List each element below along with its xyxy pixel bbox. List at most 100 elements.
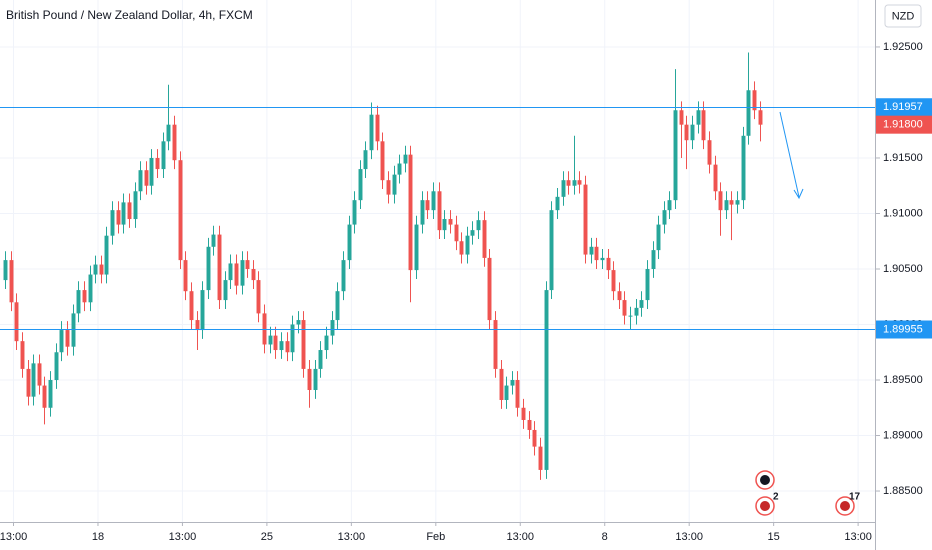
candle-body	[88, 274, 93, 303]
currency-box[interactable]	[884, 4, 922, 28]
candle-body	[172, 124, 177, 161]
candle-body	[313, 368, 318, 391]
candle-body	[116, 210, 121, 225]
candle-body	[301, 320, 306, 369]
candle-body	[369, 114, 374, 151]
candle-body	[662, 210, 667, 225]
candle-body	[408, 154, 413, 271]
candle-body	[499, 368, 504, 400]
candle-body	[515, 380, 520, 408]
candle-body	[392, 174, 397, 195]
candle-body	[617, 291, 622, 301]
candle-body	[482, 220, 487, 258]
candle-body	[133, 191, 138, 220]
candle-body	[341, 260, 346, 292]
event-icons[interactable]: 2 17	[755, 470, 861, 516]
candle-body	[31, 363, 36, 397]
candle-body	[622, 300, 627, 316]
event-icon-flag	[840, 501, 850, 511]
candle-body	[290, 324, 295, 353]
candle-body	[679, 110, 684, 125]
grid	[0, 0, 875, 522]
candle-body	[741, 135, 746, 201]
candle-body	[589, 246, 594, 255]
candle-body	[335, 291, 340, 321]
candle-body	[307, 368, 312, 391]
candle-body	[183, 260, 188, 292]
candle-body	[155, 157, 160, 170]
candle-body	[752, 90, 757, 111]
candle-body	[324, 335, 329, 351]
candle-body	[48, 380, 53, 408]
candle-body	[228, 263, 233, 281]
candle-body	[470, 230, 475, 236]
candle-body	[149, 157, 154, 186]
y-tick-label: 1.89000	[883, 429, 923, 441]
candle-body	[628, 315, 633, 317]
candle-body	[20, 341, 25, 369]
candle-body	[397, 163, 402, 175]
candle-body	[594, 246, 599, 261]
price-axis: 1.885001.890001.895001.900001.905001.910…	[0, 41, 932, 543]
candle-body	[651, 250, 656, 269]
candle-body	[59, 330, 64, 353]
forecast-arrow[interactable]	[779, 111, 800, 198]
candle-body	[262, 313, 267, 345]
y-tick-label: 1.89500	[883, 374, 923, 386]
candle-body	[420, 200, 425, 225]
candle-body	[465, 235, 470, 255]
candle-body	[713, 164, 718, 192]
candle-body	[251, 268, 256, 281]
candle-body	[707, 140, 712, 165]
candle-body	[273, 335, 278, 351]
candle-body	[375, 114, 380, 142]
price-tag-label: 1.91957	[883, 101, 923, 113]
x-tick-label: 13:00	[169, 531, 197, 543]
candle-body	[583, 184, 588, 255]
candle-body	[144, 170, 149, 186]
candle-body	[318, 350, 323, 369]
y-tick-label: 1.92500	[883, 41, 923, 53]
y-tick-label: 1.91500	[883, 152, 923, 164]
candle-body	[195, 320, 200, 331]
candle-body	[521, 407, 526, 420]
price-tag	[876, 98, 932, 117]
candle-body	[110, 210, 115, 236]
currency-label[interactable]: NZD	[892, 10, 915, 22]
candle-body	[200, 290, 205, 331]
x-tick-label: 13:00	[338, 531, 366, 543]
candle-body	[9, 260, 14, 303]
candle-body	[42, 385, 47, 408]
candle-body	[656, 224, 661, 251]
candle-body	[527, 419, 532, 430]
candle-body	[104, 235, 109, 275]
candle-body	[718, 191, 723, 211]
candle-body	[667, 200, 672, 211]
candle-body	[414, 224, 419, 271]
candle-body	[572, 180, 577, 186]
candle-body	[459, 241, 464, 255]
forecast-arrow-head[interactable]	[793, 188, 804, 200]
candle-body	[285, 341, 290, 353]
candle-body	[476, 220, 481, 231]
candle-body	[577, 180, 582, 185]
event-count: 2	[773, 492, 779, 503]
candle-body	[504, 385, 509, 400]
candle-body	[634, 307, 639, 316]
candle-body	[296, 320, 301, 325]
candle-body	[600, 257, 605, 261]
price-tag-label: 1.89955	[883, 323, 923, 335]
candle-body	[3, 260, 8, 281]
candle-body	[206, 246, 211, 291]
candle-body	[386, 180, 391, 195]
candle-body	[76, 290, 81, 314]
candle-body	[363, 150, 368, 170]
candle-body	[684, 124, 689, 141]
candle-body	[54, 352, 59, 381]
candle-body	[549, 210, 554, 291]
candle-body	[358, 169, 363, 201]
y-tick-label: 1.88500	[883, 485, 923, 497]
price-tag	[876, 115, 932, 134]
chart-title: British Pound / New Zealand Dollar, 4h, …	[6, 8, 253, 22]
